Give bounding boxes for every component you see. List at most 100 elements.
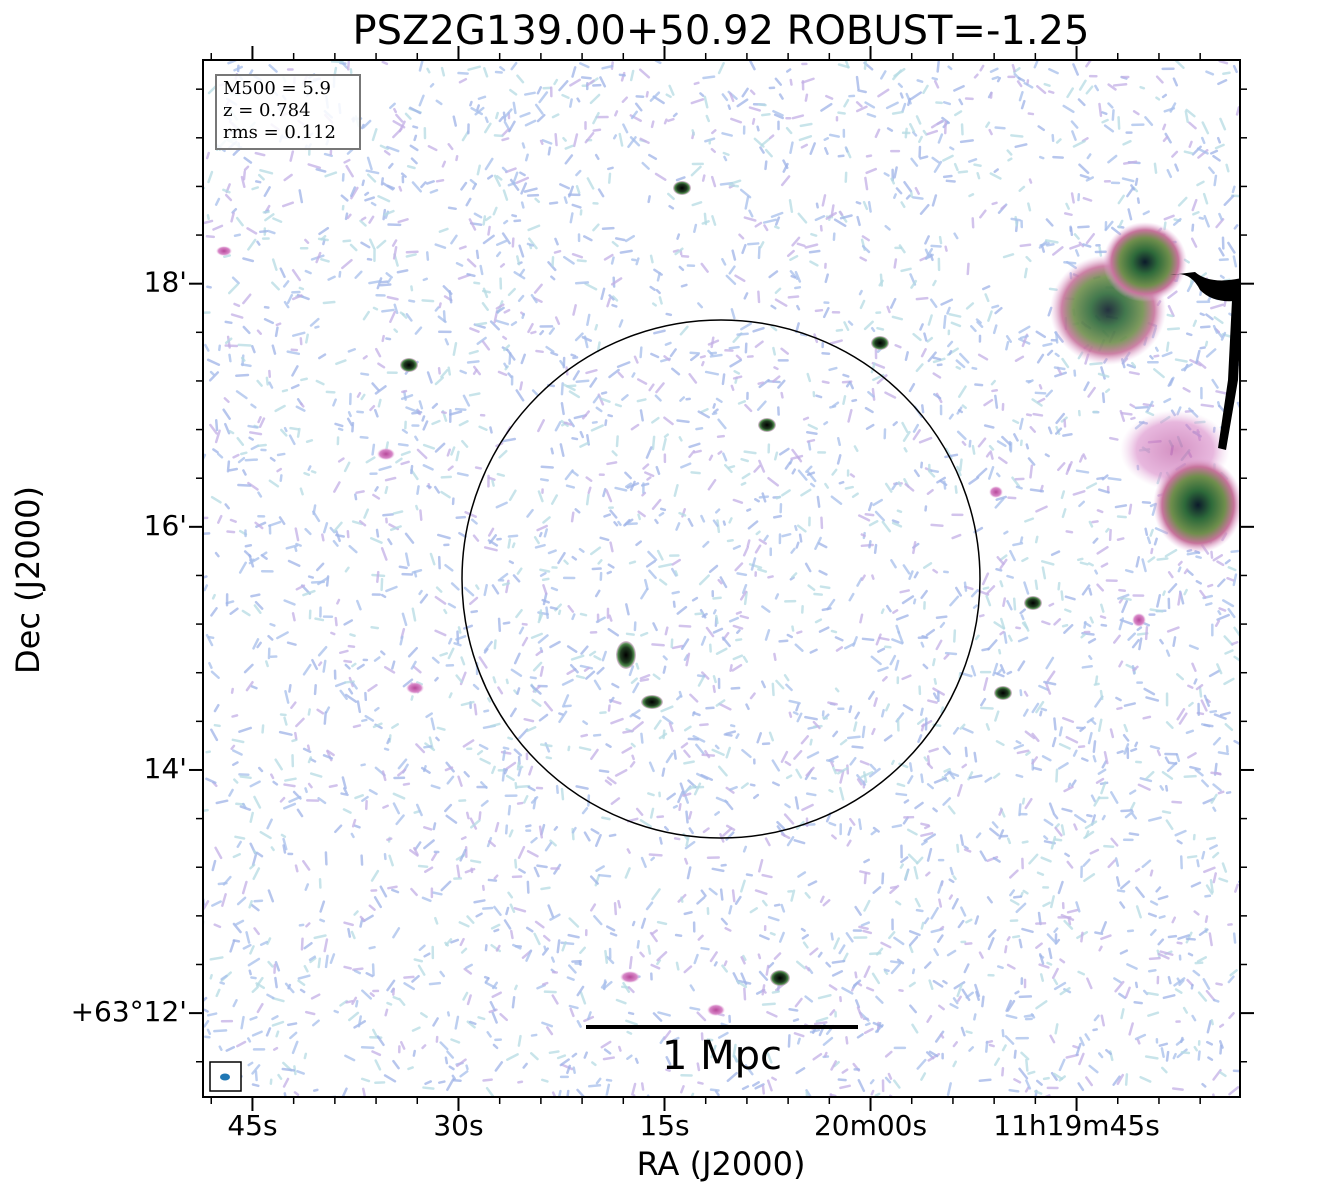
noise-streak bbox=[772, 306, 776, 308]
noise-streak bbox=[693, 130, 694, 134]
noise-streak bbox=[243, 611, 250, 615]
noise-streak bbox=[1155, 356, 1159, 357]
noise-streak bbox=[847, 933, 853, 941]
noise-streak bbox=[383, 514, 392, 515]
noise-streak bbox=[1007, 601, 1011, 609]
noise-streak bbox=[984, 678, 987, 689]
noise-streak bbox=[288, 295, 292, 302]
noise-streak bbox=[1067, 531, 1072, 532]
noise-streak bbox=[866, 514, 873, 515]
noise-streak bbox=[528, 510, 533, 516]
noise-streak bbox=[222, 894, 225, 905]
noise-streak bbox=[716, 510, 719, 513]
noise-streak bbox=[433, 421, 440, 424]
noise-streak bbox=[1207, 838, 1215, 839]
noise-streak bbox=[1126, 988, 1130, 997]
noise-streak bbox=[775, 953, 780, 958]
noise-streak bbox=[765, 536, 768, 540]
noise-streak bbox=[905, 871, 908, 879]
noise-streak bbox=[932, 525, 943, 526]
noise-streak bbox=[814, 1054, 821, 1059]
noise-streak bbox=[902, 269, 911, 271]
noise-streak bbox=[963, 406, 966, 408]
noise-streak bbox=[464, 626, 472, 629]
noise-streak bbox=[315, 327, 318, 328]
noise-streak bbox=[394, 997, 398, 999]
noise-streak bbox=[582, 735, 587, 736]
noise-streak bbox=[637, 259, 639, 265]
noise-streak bbox=[363, 181, 364, 185]
noise-streak bbox=[758, 569, 766, 571]
noise-streak bbox=[681, 327, 688, 334]
noise-streak bbox=[918, 735, 921, 741]
noise-streak bbox=[617, 1000, 625, 1003]
noise-streak bbox=[464, 993, 468, 1000]
noise-streak bbox=[742, 750, 750, 757]
noise-streak bbox=[688, 868, 690, 879]
noise-streak bbox=[284, 804, 295, 808]
noise-streak bbox=[355, 912, 358, 915]
noise-streak bbox=[1074, 825, 1076, 830]
noise-streak bbox=[996, 308, 1002, 313]
noise-streak bbox=[305, 966, 308, 971]
noise-streak bbox=[1112, 839, 1118, 846]
noise-streak bbox=[629, 1013, 633, 1014]
noise-streak bbox=[926, 873, 929, 876]
noise-streak bbox=[1167, 1052, 1168, 1060]
noise-streak bbox=[407, 254, 416, 256]
noise-streak bbox=[1036, 944, 1041, 948]
noise-streak bbox=[541, 573, 545, 576]
noise-streak bbox=[457, 676, 462, 682]
noise-streak bbox=[437, 101, 442, 104]
noise-streak bbox=[568, 1091, 569, 1096]
noise-streak bbox=[713, 869, 724, 871]
noise-streak bbox=[792, 549, 795, 553]
noise-streak bbox=[383, 806, 387, 808]
noise-streak bbox=[730, 347, 739, 348]
noise-streak bbox=[1003, 598, 1004, 605]
noise-streak bbox=[543, 585, 546, 593]
noise-streak bbox=[276, 406, 285, 411]
noise-streak bbox=[578, 99, 580, 102]
noise-streak bbox=[367, 458, 375, 463]
noise-streak bbox=[1138, 628, 1141, 630]
noise-streak bbox=[1233, 187, 1234, 192]
noise-streak bbox=[944, 747, 950, 754]
noise-streak bbox=[427, 252, 428, 259]
noise-streak bbox=[285, 779, 295, 781]
noise-streak bbox=[1136, 888, 1143, 897]
noise-streak bbox=[707, 628, 713, 636]
noise-streak bbox=[1055, 929, 1058, 932]
noise-streak bbox=[908, 830, 916, 835]
noise-streak bbox=[437, 180, 443, 181]
noise-streak bbox=[773, 761, 779, 771]
noise-streak bbox=[1044, 1078, 1049, 1079]
noise-streak bbox=[544, 936, 549, 940]
noise-streak bbox=[1116, 858, 1118, 865]
noise-streak bbox=[587, 315, 589, 325]
noise-streak bbox=[732, 309, 735, 318]
noise-streak bbox=[660, 734, 666, 738]
noise-streak bbox=[922, 591, 927, 598]
noise-streak bbox=[760, 497, 768, 498]
noise-streak bbox=[1047, 220, 1052, 226]
noise-streak bbox=[979, 355, 987, 360]
noise-streak bbox=[1167, 722, 1172, 727]
noise-streak bbox=[307, 440, 312, 441]
noise-streak bbox=[951, 868, 953, 874]
noise-streak bbox=[205, 1010, 208, 1012]
noise-streak bbox=[836, 637, 842, 640]
noise-streak bbox=[229, 790, 232, 796]
noise-streak bbox=[238, 485, 250, 486]
noise-streak bbox=[808, 374, 810, 381]
noise-streak bbox=[1087, 815, 1091, 816]
noise-streak bbox=[807, 432, 816, 433]
noise-streak bbox=[903, 423, 908, 432]
noise-streak bbox=[569, 606, 573, 611]
noise-streak bbox=[1016, 357, 1023, 361]
noise-streak bbox=[429, 146, 436, 150]
noise-streak bbox=[743, 245, 746, 253]
noise-streak bbox=[1014, 897, 1021, 898]
noise-streak bbox=[1151, 549, 1152, 553]
noise-streak bbox=[267, 938, 270, 943]
